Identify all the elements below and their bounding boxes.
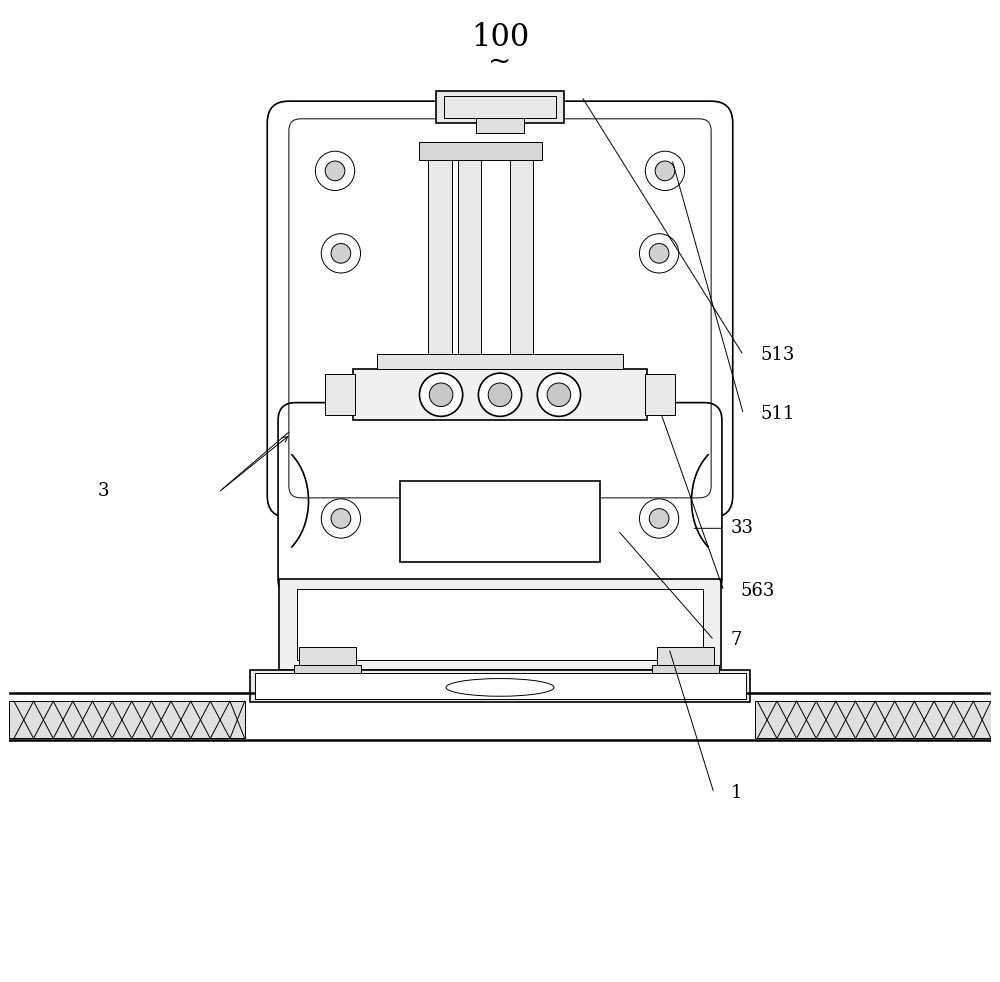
Circle shape: [639, 234, 679, 273]
Bar: [254, 673, 746, 699]
Circle shape: [315, 151, 355, 191]
Bar: [294, 665, 361, 680]
Text: 7: 7: [731, 631, 742, 649]
Circle shape: [429, 383, 453, 407]
Bar: [444, 96, 556, 118]
Circle shape: [537, 373, 581, 416]
Bar: [755, 701, 991, 738]
FancyBboxPatch shape: [278, 403, 722, 597]
Circle shape: [655, 161, 675, 181]
Circle shape: [649, 509, 669, 528]
FancyBboxPatch shape: [267, 101, 733, 518]
Bar: [9, 701, 245, 738]
Circle shape: [478, 373, 522, 416]
Text: 513: 513: [760, 347, 795, 364]
Bar: [297, 589, 703, 660]
Bar: [645, 374, 675, 415]
Bar: [400, 481, 600, 562]
Bar: [436, 91, 564, 123]
Circle shape: [419, 373, 463, 416]
Bar: [250, 670, 750, 702]
Circle shape: [331, 509, 351, 528]
Text: 33: 33: [731, 519, 754, 537]
Ellipse shape: [446, 679, 554, 696]
Circle shape: [321, 234, 361, 273]
Text: ~: ~: [488, 49, 512, 77]
Bar: [657, 647, 714, 675]
Bar: [510, 152, 533, 383]
Bar: [476, 118, 524, 133]
Bar: [279, 579, 721, 670]
Text: 1: 1: [731, 785, 742, 802]
Bar: [377, 354, 623, 369]
Circle shape: [645, 151, 685, 191]
Bar: [353, 369, 647, 420]
Circle shape: [331, 244, 351, 263]
Text: 100: 100: [471, 22, 529, 53]
Bar: [299, 647, 356, 675]
Text: 3: 3: [97, 482, 109, 500]
Circle shape: [321, 499, 361, 538]
Text: 511: 511: [760, 406, 795, 423]
Bar: [458, 152, 481, 383]
Bar: [419, 142, 542, 160]
Bar: [428, 152, 452, 383]
Circle shape: [488, 383, 512, 407]
Bar: [419, 381, 542, 397]
Bar: [652, 665, 719, 680]
Circle shape: [639, 499, 679, 538]
Text: 563: 563: [741, 582, 775, 600]
Circle shape: [325, 161, 345, 181]
Circle shape: [547, 383, 571, 407]
Circle shape: [649, 244, 669, 263]
Bar: [325, 374, 355, 415]
